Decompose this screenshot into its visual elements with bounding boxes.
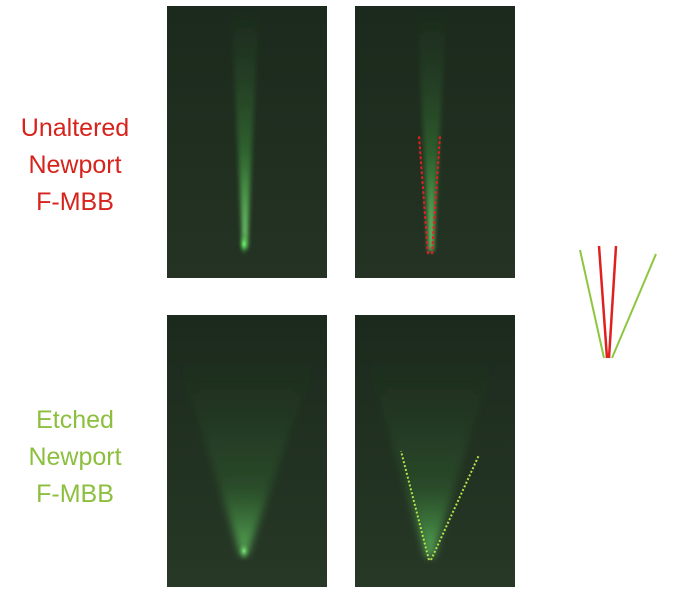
unaltered-beam-photo-annotated (355, 6, 515, 278)
etched-label-line1: Etched (36, 406, 114, 434)
etched-label-line2: Newport (28, 443, 122, 471)
unaltered-label-line1: Unaltered (20, 114, 130, 142)
unaltered-label-line2: Newport (28, 151, 122, 179)
etched-beam-image (167, 315, 327, 587)
beam-cone (177, 355, 317, 555)
etched-beam-photo (167, 315, 327, 587)
unaltered-label: Unaltered Newport F-MBB (0, 110, 150, 221)
beam-source-glow (238, 232, 250, 256)
etched-annotated-image (355, 315, 515, 587)
unaltered-label-line3: F-MBB (36, 188, 114, 216)
etched-label-line3: F-MBB (36, 480, 114, 508)
unaltered-left-line (597, 245, 609, 359)
unaltered-right-line (607, 245, 618, 359)
unaltered-beam-photo (167, 6, 327, 278)
beam-cone (365, 355, 495, 557)
beam-source-glow (237, 541, 251, 561)
etched-label: Etched Newport F-MBB (0, 402, 150, 513)
unaltered-annotated-image (355, 6, 515, 278)
divergence-comparison-diagram (579, 245, 657, 359)
left-divergence-line (400, 450, 430, 561)
etched-beam-photo-annotated (355, 315, 515, 587)
etched-right-line (611, 253, 657, 359)
beam-cone (231, 6, 259, 248)
unaltered-beam-image (167, 6, 327, 278)
etched-left-line (579, 249, 605, 359)
beam-cone (417, 6, 447, 251)
right-divergence-line (430, 454, 480, 561)
